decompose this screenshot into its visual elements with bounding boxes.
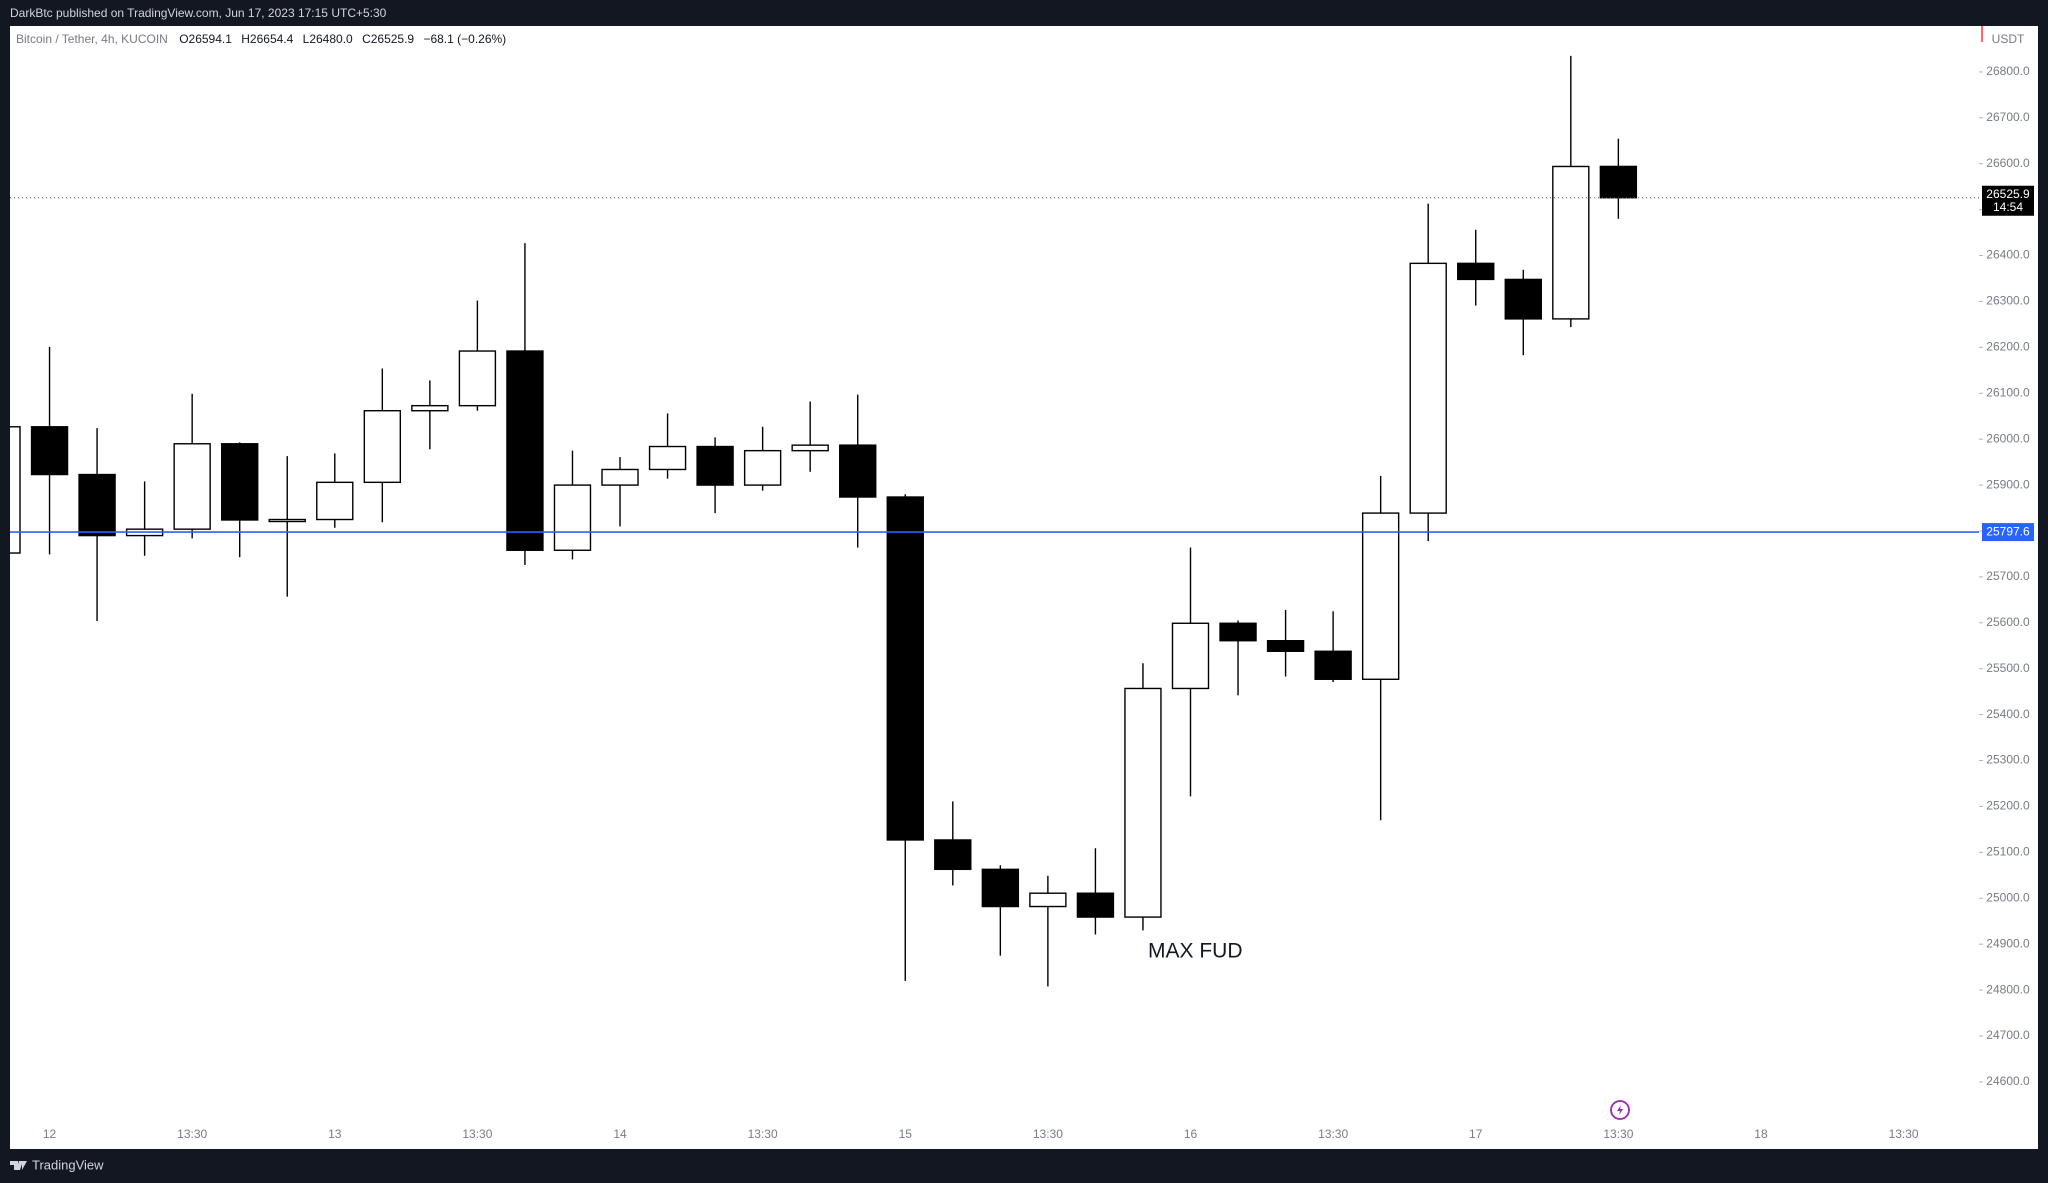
x-tick-label: 13:30 (462, 1127, 492, 1141)
candle-body (30, 426, 69, 476)
candle-body (458, 350, 497, 407)
y-tick-label: 26300.0 (1986, 294, 2030, 308)
candle-body (553, 484, 592, 551)
candle-body (1552, 165, 1590, 320)
candle-body (648, 445, 687, 471)
x-tick-label: 13:30 (1889, 1127, 1919, 1141)
x-tick-label: 13:30 (1318, 1127, 1348, 1141)
candle-body (1457, 262, 1495, 281)
candle-body (1171, 622, 1210, 690)
level-box (1982, 523, 2034, 542)
y-tick-label: 25400.0 (1986, 707, 2030, 721)
y-tick-label: 24900.0 (1986, 936, 2030, 950)
candle-body (411, 404, 449, 412)
candle-body (791, 444, 829, 452)
y-tick-label: 25600.0 (1986, 615, 2030, 629)
publisher: DarkBtc published on TradingView.com, Ju… (10, 6, 387, 20)
x-tick-label: 16 (1184, 1127, 1198, 1141)
candle-body (1599, 165, 1638, 199)
candle-body (1124, 687, 1162, 918)
legend-open: O26594.1 (179, 32, 232, 46)
candle-body (1076, 892, 1115, 918)
candle-body (268, 518, 306, 523)
plot (10, 55, 1638, 987)
candle-body (981, 868, 1020, 908)
x-tick-label: 14 (613, 1127, 627, 1141)
x-tick-label: 13:30 (748, 1127, 778, 1141)
y-tick-label: 26800.0 (1986, 64, 2030, 78)
y-tick-label: 25000.0 (1986, 890, 2030, 904)
countdown: 14:54 (1993, 200, 2023, 214)
x-tick-label: 17 (1469, 1127, 1483, 1141)
y-tick-label: 25100.0 (1986, 845, 2030, 859)
legend: Bitcoin / Tether, 4h, KUCOIN O26594.1 H2… (16, 32, 506, 46)
x-tick-label: 15 (899, 1127, 913, 1141)
brand: TradingView (32, 1157, 104, 1172)
level-label: 25797.6 (1986, 524, 2030, 538)
legend-close: C26525.9 (362, 32, 414, 46)
candle-body (506, 350, 544, 551)
candle-body (10, 426, 21, 554)
last-price-label: 26525.9 (1986, 187, 2030, 201)
candle-body (1266, 640, 1305, 652)
candle-body (1029, 892, 1067, 908)
y-tick-label: 25900.0 (1986, 477, 2030, 491)
x-tick-label: 13:30 (177, 1127, 207, 1141)
candle-body (78, 473, 116, 537)
annotation: MAX FUD (1148, 940, 1243, 963)
candle-body (173, 443, 211, 530)
y-tick-label: 26200.0 (1986, 340, 2030, 354)
y-tick-label: 26400.0 (1986, 248, 2030, 262)
y-tick-label: 24700.0 (1986, 1028, 2030, 1042)
x-tick-label: 13:30 (1033, 1127, 1063, 1141)
event-icon (1610, 1100, 1630, 1120)
candle-body (839, 444, 877, 498)
y-tick-label: 26600.0 (1986, 156, 2030, 170)
y-tick-label: 25200.0 (1986, 799, 2030, 813)
x-tick-label: 18 (1754, 1127, 1768, 1141)
y-tick-label: 25300.0 (1986, 753, 2030, 767)
candle-body (1504, 278, 1542, 320)
chart-area (10, 26, 2038, 1149)
candle-body (220, 443, 259, 521)
brand-logo (10, 1161, 27, 1170)
candle-body (363, 410, 402, 484)
candle-body (1219, 622, 1257, 642)
currency: USDT (1992, 32, 2025, 46)
legend-low: L26480.0 (303, 32, 353, 46)
x-tick-label: 13 (328, 1127, 342, 1141)
candle-body (696, 445, 734, 486)
candle-body (1409, 262, 1447, 514)
candle-body (743, 449, 782, 486)
candle-body (1314, 650, 1352, 680)
y-tick-label: 24600.0 (1986, 1074, 2030, 1088)
legend-change: −68.1 (−0.26%) (423, 32, 506, 46)
candle-body (934, 839, 972, 871)
candle-body (316, 481, 354, 521)
candle-body (1361, 512, 1400, 680)
y-tick-label: 26700.0 (1986, 110, 2030, 124)
y-tick-label: 26000.0 (1986, 431, 2030, 445)
candle-body (601, 468, 639, 486)
candle-body (886, 496, 924, 841)
last-price-box (1982, 185, 2034, 216)
y-tick-label: 25500.0 (1986, 661, 2030, 675)
y-tick-label: 25700.0 (1986, 569, 2030, 583)
symbol: Bitcoin / Tether, 4h, KUCOIN (16, 32, 168, 46)
legend-high: H26654.4 (241, 32, 293, 46)
x-tick-label: 13:30 (1603, 1127, 1633, 1141)
y-tick-label: 24800.0 (1986, 982, 2030, 996)
y-tick-label: 26100.0 (1986, 385, 2030, 399)
x-tick-label: 12 (43, 1127, 57, 1141)
